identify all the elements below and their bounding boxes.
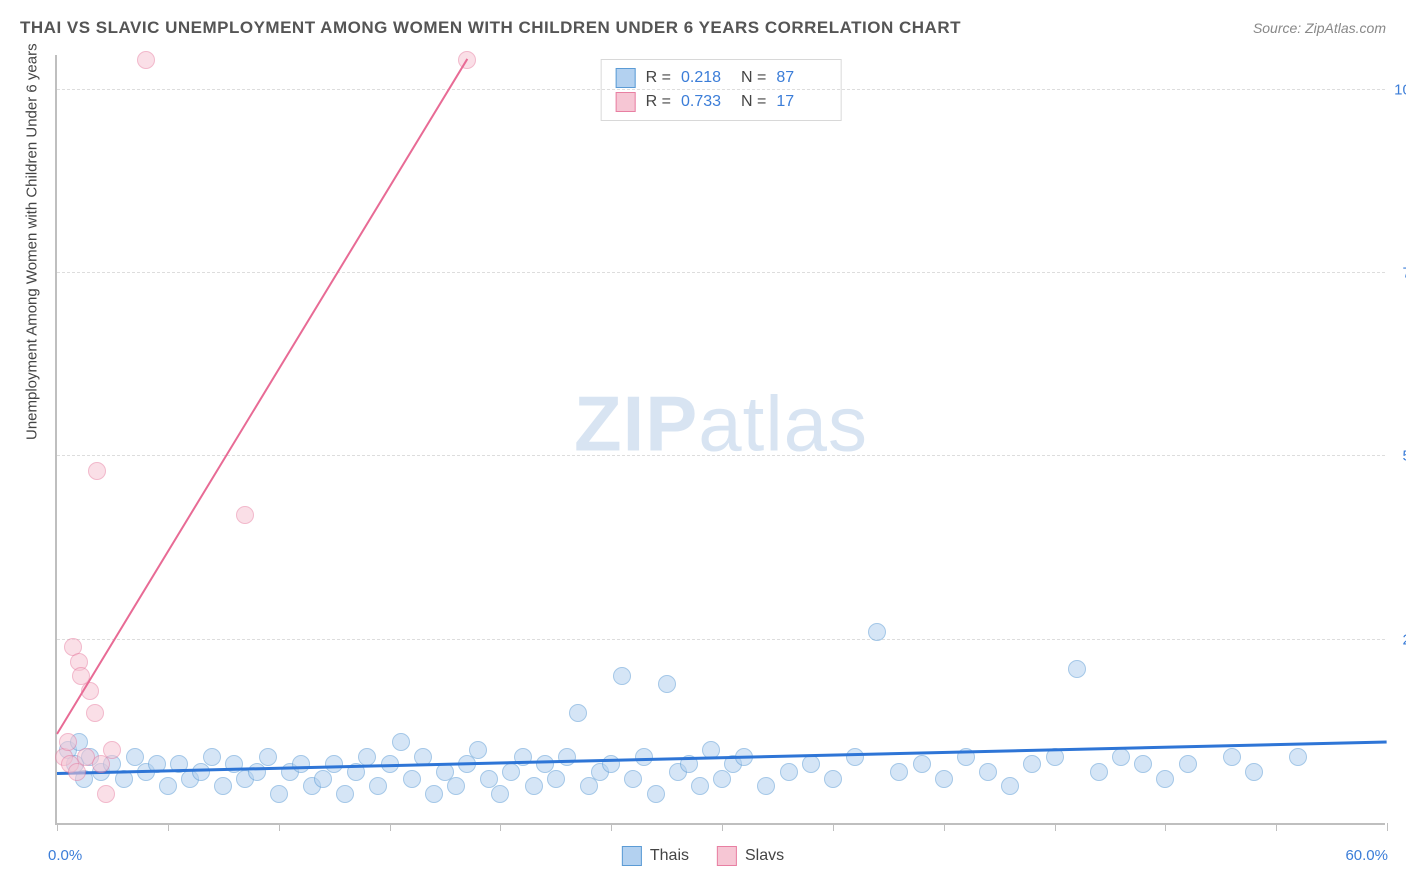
data-point-thais: [159, 777, 177, 795]
data-point-slavs: [103, 741, 121, 759]
data-point-thais: [1134, 755, 1152, 773]
data-point-thais: [558, 748, 576, 766]
data-point-thais: [713, 770, 731, 788]
data-point-thais: [491, 785, 509, 803]
x-tick: [722, 823, 723, 831]
y-tick-label: 25.0%: [1390, 631, 1406, 648]
data-point-slavs: [97, 785, 115, 803]
data-point-thais: [979, 763, 997, 781]
data-point-thais: [1223, 748, 1241, 766]
x-tick: [57, 823, 58, 831]
data-point-thais: [392, 733, 410, 751]
data-point-thais: [780, 763, 798, 781]
data-point-thais: [248, 763, 266, 781]
gridline: [57, 272, 1385, 273]
swatch-slavs: [616, 92, 636, 112]
x-tick: [1165, 823, 1166, 831]
data-point-thais: [1090, 763, 1108, 781]
source-attribution: Source: ZipAtlas.com: [1253, 20, 1386, 36]
data-point-slavs: [92, 755, 110, 773]
data-point-thais: [358, 748, 376, 766]
x-tick: [1055, 823, 1056, 831]
data-point-thais: [658, 675, 676, 693]
data-point-thais: [802, 755, 820, 773]
x-tick: [944, 823, 945, 831]
data-point-thais: [203, 748, 221, 766]
data-point-thais: [336, 785, 354, 803]
data-point-slavs: [88, 462, 106, 480]
y-tick-label: 50.0%: [1390, 448, 1406, 465]
gridline: [57, 455, 1385, 456]
data-point-thais: [292, 755, 310, 773]
data-point-thais: [691, 777, 709, 795]
legend-row-thais: R = 0.218 N = 87: [616, 66, 827, 90]
data-point-thais: [824, 770, 842, 788]
x-axis-max-label: 60.0%: [1345, 847, 1388, 864]
data-point-thais: [1245, 763, 1263, 781]
swatch-thais-icon: [622, 846, 642, 866]
data-point-thais: [913, 755, 931, 773]
data-point-thais: [1023, 755, 1041, 773]
x-tick: [168, 823, 169, 831]
data-point-thais: [447, 777, 465, 795]
data-point-thais: [403, 770, 421, 788]
data-point-thais: [314, 770, 332, 788]
x-tick: [500, 823, 501, 831]
x-axis-min-label: 0.0%: [48, 847, 82, 864]
swatch-slavs-icon: [717, 846, 737, 866]
scatter-chart: ZIPatlas R = 0.218 N = 87 R = 0.733 N = …: [55, 55, 1385, 825]
data-point-thais: [259, 748, 277, 766]
data-point-slavs: [236, 506, 254, 524]
data-point-thais: [580, 777, 598, 795]
x-tick: [1387, 823, 1388, 831]
data-point-thais: [1001, 777, 1019, 795]
data-point-thais: [846, 748, 864, 766]
correlation-legend: R = 0.218 N = 87 R = 0.733 N = 17: [601, 59, 842, 121]
data-point-thais: [1068, 660, 1086, 678]
data-point-thais: [525, 777, 543, 795]
data-point-thais: [369, 777, 387, 795]
y-tick-label: 75.0%: [1390, 265, 1406, 282]
data-point-slavs: [59, 733, 77, 751]
x-tick: [390, 823, 391, 831]
data-point-thais: [425, 785, 443, 803]
data-point-thais: [469, 741, 487, 759]
data-point-thais: [647, 785, 665, 803]
legend-item-slavs: Slavs: [717, 846, 784, 866]
gridline: [57, 639, 1385, 640]
data-point-thais: [1179, 755, 1197, 773]
legend-item-thais: Thais: [622, 846, 689, 866]
data-point-thais: [270, 785, 288, 803]
data-point-thais: [613, 667, 631, 685]
legend-row-slavs: R = 0.733 N = 17: [616, 90, 827, 114]
data-point-thais: [868, 623, 886, 641]
data-point-thais: [1289, 748, 1307, 766]
trendline-slavs: [56, 59, 468, 735]
data-point-thais: [624, 770, 642, 788]
data-point-thais: [502, 763, 520, 781]
gridline: [57, 89, 1385, 90]
data-point-thais: [214, 777, 232, 795]
data-point-slavs: [86, 704, 104, 722]
data-point-thais: [547, 770, 565, 788]
data-point-thais: [1112, 748, 1130, 766]
x-tick: [279, 823, 280, 831]
x-tick: [833, 823, 834, 831]
x-tick: [611, 823, 612, 831]
data-point-slavs: [137, 51, 155, 69]
data-point-thais: [1156, 770, 1174, 788]
data-point-thais: [935, 770, 953, 788]
x-tick: [1276, 823, 1277, 831]
data-point-thais: [569, 704, 587, 722]
y-tick-label: 100.0%: [1390, 81, 1406, 98]
data-point-thais: [757, 777, 775, 795]
swatch-thais: [616, 68, 636, 88]
chart-title: THAI VS SLAVIC UNEMPLOYMENT AMONG WOMEN …: [20, 18, 961, 38]
series-legend: Thais Slavs: [622, 846, 784, 866]
data-point-thais: [890, 763, 908, 781]
y-axis-label: Unemployment Among Women with Children U…: [24, 43, 41, 440]
